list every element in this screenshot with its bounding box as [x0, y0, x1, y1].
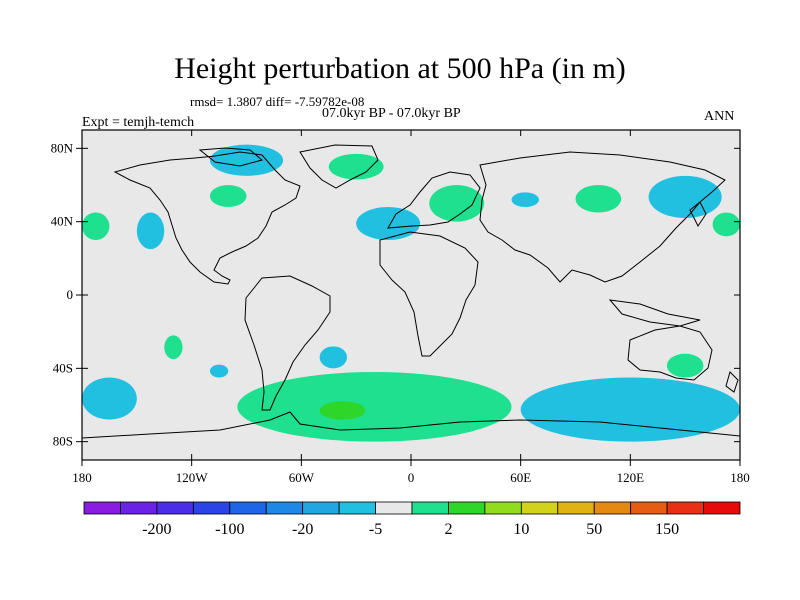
colorbar-swatch: [229, 501, 267, 515]
anomaly-negative-13: [319, 346, 348, 369]
coast-south-america: [244, 275, 331, 411]
season-label: ANN: [704, 109, 735, 124]
colorbar-swatch: [338, 501, 376, 515]
coast-africa: [379, 231, 479, 357]
colorbar-swatch: [192, 501, 231, 515]
anomaly-negative-5: [356, 207, 421, 240]
y-tick-label: 80N: [51, 140, 74, 155]
anomaly-negative-14: [82, 377, 137, 420]
period-label: 07.0kyr BP - 07.0kyr BP: [322, 106, 461, 121]
anomaly-negative-0: [209, 144, 284, 176]
anomaly-positive-8: [575, 185, 622, 213]
anomaly-positive_strong-16: [319, 401, 366, 420]
anomaly-positive-2: [209, 185, 247, 207]
anomaly-negative-7: [511, 192, 539, 208]
colorbar-label: -200: [142, 521, 171, 538]
colorbar-swatch: [557, 501, 595, 515]
anomaly-positive-6: [429, 185, 485, 222]
colorbar-swatch: [156, 501, 194, 515]
colorbar-label: -5: [369, 521, 382, 538]
coast-europe: [387, 171, 481, 229]
anomaly-positive-11: [164, 335, 183, 360]
colorbar-swatch: [593, 501, 632, 515]
colorbar-label: 2: [444, 521, 452, 538]
y-tick-label: 40N: [51, 214, 74, 229]
anomaly-positive-18: [666, 353, 704, 378]
coast-asia: [479, 151, 726, 283]
colorbar-label: 50: [586, 521, 602, 538]
colorbar-label: 10: [513, 521, 529, 538]
axes-layer: 80N 40N 0 40S 80S 180 120W 60W 0 60E 120E 180: [51, 130, 750, 485]
coastlines: [82, 144, 740, 439]
colorbar-label: -100: [215, 521, 244, 538]
anomaly-positive-3: [82, 212, 110, 240]
coast-japan: [689, 201, 707, 227]
y-tick-label: 80S: [53, 434, 73, 449]
y-tick-label: 0: [67, 287, 74, 302]
coast-australia: [627, 325, 713, 381]
colorbar-swatch: [83, 501, 121, 515]
colorbar-swatch: [448, 501, 486, 515]
colorbar-label: -20: [292, 521, 313, 538]
colorbar-swatch: [703, 501, 741, 515]
anomaly-positive-15: [237, 372, 512, 442]
coast-north-america: [113, 151, 301, 285]
x-tick-label: 180: [730, 470, 750, 485]
rmsd-diff-stats: rmsd= 1.3807 diff= -7.59782e-08: [190, 94, 365, 109]
anomaly-negative-12: [209, 364, 229, 378]
anomaly-positive-1: [328, 153, 384, 180]
colorbar-swatch: [411, 501, 449, 515]
colorbar-label: 150: [655, 521, 679, 538]
x-tick-label: 60W: [289, 470, 315, 485]
colorbar-swatch: [666, 501, 704, 515]
anomaly-negative-4: [136, 212, 165, 250]
x-tick-label: 180: [72, 470, 92, 485]
anomaly-negative-9: [648, 175, 722, 219]
colorbar-swatch: [265, 501, 304, 515]
coast-indonesia: [608, 299, 701, 327]
x-tick-label: 60E: [510, 470, 531, 485]
colorbar-swatch: [120, 501, 158, 515]
colorbar-swatch: [630, 501, 668, 515]
experiment-label: Expt = temjh-temch: [82, 115, 195, 130]
coast-new-zealand: [725, 371, 739, 393]
anomaly-layer: [82, 144, 740, 442]
colorbar-swatch: [484, 501, 522, 515]
colorbar-swatch: [302, 501, 340, 515]
x-tick-label: 120E: [617, 470, 645, 485]
anomaly-negative-17: [520, 377, 740, 442]
colorbar-swatch: [375, 501, 413, 515]
colorbar: -200 -100 -20 -5 2 10 50 150: [83, 501, 741, 538]
colorbar-swatch: [520, 501, 559, 515]
x-tick-label: 120W: [176, 470, 209, 485]
coast-arctic-islands: [198, 147, 264, 167]
y-tick-label: 40S: [53, 360, 73, 375]
coast-greenland: [299, 144, 379, 189]
coast-antarctica: [82, 411, 740, 439]
x-tick-label: 0: [408, 470, 415, 485]
anomaly-positive-10: [712, 212, 740, 237]
plot-title: Height perturbation at 500 hPa (in m): [174, 52, 626, 85]
